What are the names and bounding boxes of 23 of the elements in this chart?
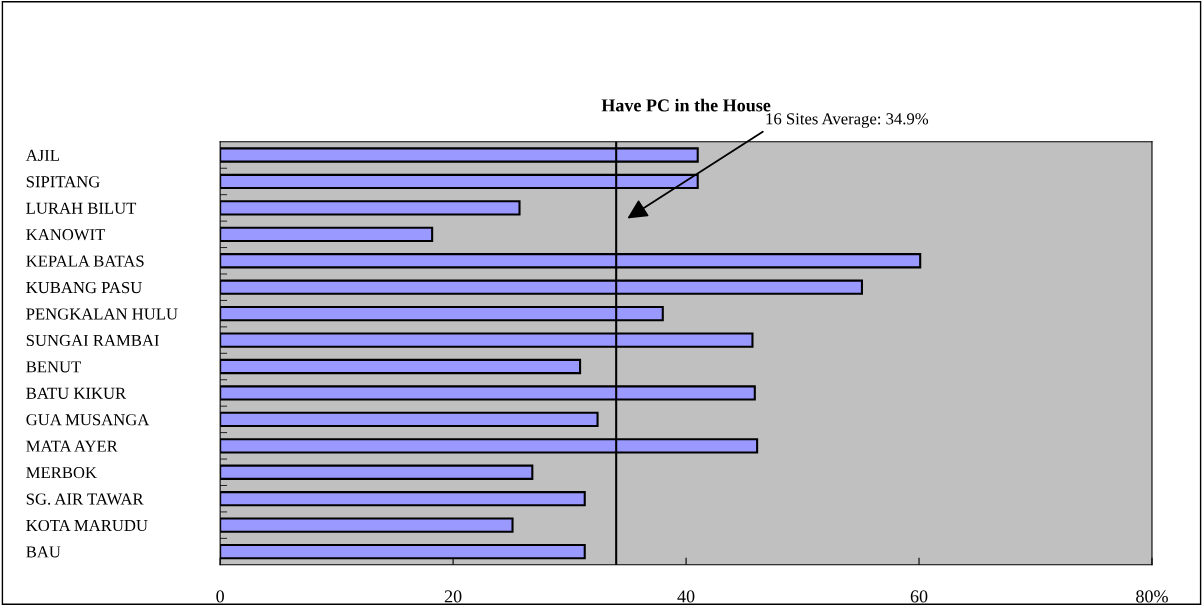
y-tick-label: KANOWIT <box>26 229 106 241</box>
x-tick-label: 80% <box>1136 590 1168 603</box>
y-tick-label: SUNGAI RAMBAI <box>26 334 159 347</box>
chart-title: Have PC in the House <box>601 98 771 112</box>
y-tick-label: KUBANG PASU <box>26 281 142 294</box>
y-tick-label: SIPITANG <box>26 176 100 188</box>
y-tick-label: LURAH BILUT <box>26 202 137 214</box>
y-tick-label: KEPALA BATAS <box>26 255 144 267</box>
y-tick-label: MERBOK <box>26 467 97 479</box>
x-tick-label: 0 <box>216 590 224 603</box>
x-tick-label: 20 <box>444 590 462 603</box>
y-tick-label: MATA AYER <box>26 440 118 452</box>
y-tick-label: BAU <box>26 546 61 558</box>
y-tick-label: AJIL <box>25 149 59 161</box>
y-tick-label: PENGKALAN HULU <box>26 308 178 320</box>
y-tick-label: BATU KIKUR <box>26 387 127 399</box>
y-tick-label: BENUT <box>26 361 81 373</box>
text: 16 Sites Average: 34.9% <box>766 113 929 128</box>
x-tick-label: 40 <box>677 590 695 603</box>
y-tick-label: KOTA MARUDU <box>26 519 148 532</box>
x-tick-label: 60 <box>910 590 928 603</box>
y-tick-label: SG. AIR TAWAR <box>26 493 144 505</box>
y-tick-label: GUA MUSANGA <box>26 414 150 426</box>
